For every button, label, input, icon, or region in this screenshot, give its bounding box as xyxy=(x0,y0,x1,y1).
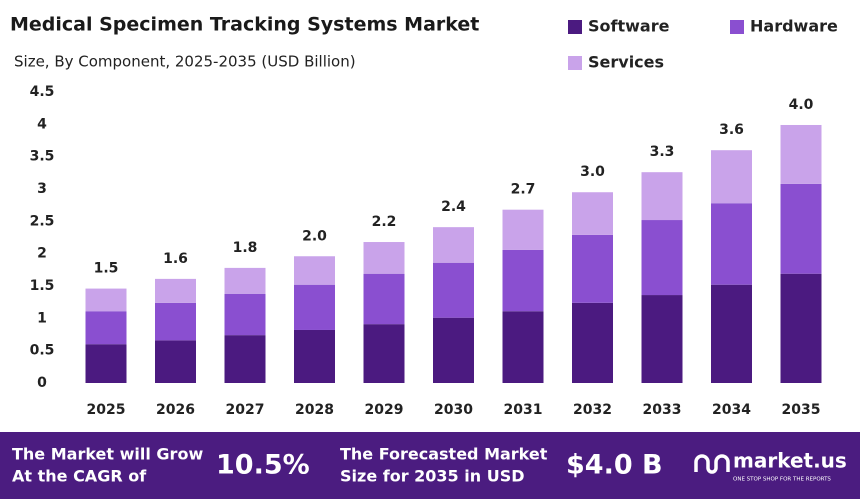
bar-segment xyxy=(641,295,683,383)
chart-subtitle: Size, By Component, 2025-2035 (USD Billi… xyxy=(14,53,356,71)
bar-segment xyxy=(502,209,544,250)
legend-swatch xyxy=(568,20,582,34)
legend-label: Services xyxy=(588,53,664,72)
bar-segment xyxy=(711,203,752,285)
bar-segment xyxy=(155,278,196,303)
bar-segment xyxy=(85,288,127,312)
bar-segment xyxy=(780,124,822,184)
banner-value: $4.0 B xyxy=(566,450,663,481)
legend-label: Hardware xyxy=(750,17,838,36)
legend-label: Software xyxy=(588,17,670,36)
bar-segment xyxy=(780,183,822,274)
brand-tagline: ONE STOP SHOP FOR THE REPORTS xyxy=(733,477,831,483)
bar-segment xyxy=(641,172,683,221)
bar-segment xyxy=(294,284,335,330)
bar-segment xyxy=(224,293,266,336)
bar-segment xyxy=(85,344,127,383)
bar-segment xyxy=(433,317,474,383)
bar-segment xyxy=(363,324,405,383)
total-label: 3.0 xyxy=(580,164,605,180)
bar-segment xyxy=(572,302,613,383)
total-label: 1.6 xyxy=(163,251,188,267)
bar-segment xyxy=(363,242,405,274)
brand-name: market.us xyxy=(733,449,847,473)
banner xyxy=(0,432,860,499)
total-label: 1.8 xyxy=(233,240,258,256)
x-tick-label: 2025 xyxy=(87,402,126,418)
x-tick-label: 2030 xyxy=(434,402,473,418)
bar-segment xyxy=(502,311,544,383)
x-tick-label: 2033 xyxy=(643,402,682,418)
y-tick-label: 4.5 xyxy=(30,84,55,100)
total-label: 2.4 xyxy=(441,199,466,215)
legend-swatch xyxy=(730,20,744,34)
bar-segment xyxy=(780,273,822,383)
bar-segment xyxy=(711,150,752,204)
total-label: 1.5 xyxy=(94,261,119,277)
total-label: 4.0 xyxy=(789,97,814,113)
y-tick-label: 2 xyxy=(37,246,47,262)
x-tick-label: 2027 xyxy=(226,402,265,418)
bar-segment xyxy=(155,302,196,341)
banner-text: Size for 2035 in USD xyxy=(340,467,525,486)
banner-text: The Forecasted Market xyxy=(340,445,548,464)
bar-segment xyxy=(572,192,613,235)
y-tick-label: 2.5 xyxy=(30,213,55,229)
x-tick-label: 2026 xyxy=(156,402,195,418)
bar-segment xyxy=(711,284,752,383)
bar-segment xyxy=(85,311,127,345)
bar-segment xyxy=(294,329,335,383)
chart-title: Medical Specimen Tracking Systems Market xyxy=(10,14,479,36)
total-label: 3.3 xyxy=(650,144,675,160)
bar-segment xyxy=(433,227,474,263)
total-label: 3.6 xyxy=(719,122,744,138)
bar-segment xyxy=(224,335,266,383)
x-tick-label: 2028 xyxy=(295,402,334,418)
y-tick-label: 0 xyxy=(37,375,47,391)
bar-segment xyxy=(572,234,613,303)
bar-segment xyxy=(502,249,544,312)
bar-segment xyxy=(294,256,335,285)
total-label: 2.7 xyxy=(511,182,536,198)
total-label: 2.0 xyxy=(302,228,327,244)
legend-swatch xyxy=(568,56,582,70)
banner-value: 10.5% xyxy=(216,450,310,481)
bar-segment xyxy=(641,220,683,296)
x-tick-label: 2035 xyxy=(782,402,821,418)
x-tick-label: 2034 xyxy=(712,402,751,418)
bar-segment xyxy=(433,262,474,318)
y-tick-label: 4 xyxy=(37,116,47,132)
x-tick-label: 2029 xyxy=(365,402,404,418)
y-tick-label: 1.5 xyxy=(30,278,55,294)
banner-text: The Market will Grow xyxy=(12,445,203,464)
total-label: 2.2 xyxy=(372,214,397,230)
y-tick-label: 3 xyxy=(37,181,47,197)
x-tick-label: 2032 xyxy=(573,402,612,418)
bar-segment xyxy=(363,273,405,325)
y-tick-label: 0.5 xyxy=(30,343,55,359)
bar-segment xyxy=(224,267,266,294)
y-tick-label: 1 xyxy=(37,310,47,326)
banner-text: At the CAGR of xyxy=(12,467,147,486)
y-tick-label: 3.5 xyxy=(30,149,55,165)
bar-segment xyxy=(155,340,196,383)
x-tick-label: 2031 xyxy=(504,402,543,418)
brand-logo xyxy=(694,454,730,474)
